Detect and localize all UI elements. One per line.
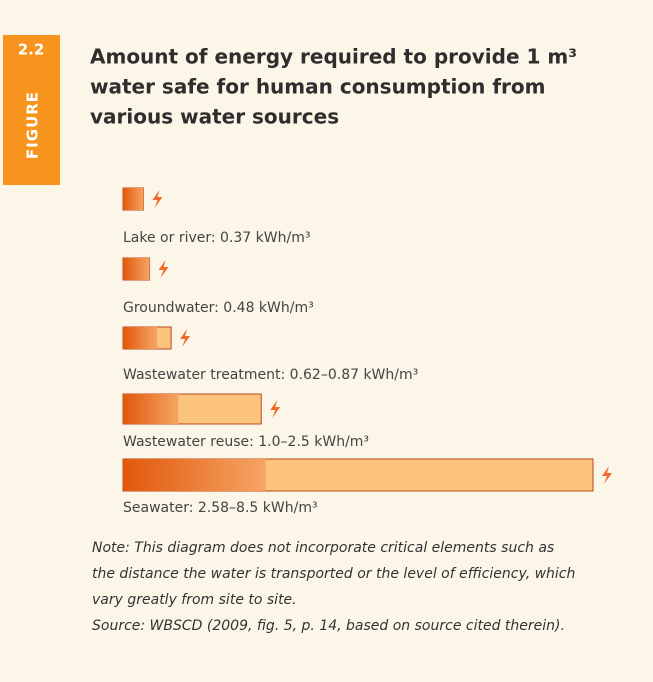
chart-title: Amount of energy required to provide 1 m… bbox=[90, 45, 577, 69]
chart-title: water safe for human consumption from bbox=[90, 75, 545, 99]
low-bar bbox=[123, 188, 144, 210]
item-label: Groundwater: 0.48 kWh/m³ bbox=[123, 300, 314, 316]
item-label: Seawater: 2.58–8.5 kWh/m³ bbox=[123, 500, 318, 516]
figure-label: FIGURE bbox=[24, 91, 42, 159]
item-label: Lake or river: 0.37 kWh/m³ bbox=[123, 230, 310, 246]
low-bar bbox=[123, 258, 150, 280]
source: Source: WBSCD (2009, fig. 5, p. 14, base… bbox=[92, 618, 565, 634]
figure-number: 2.2 bbox=[18, 41, 45, 59]
lightning-icon bbox=[270, 400, 281, 418]
lightning-icon bbox=[158, 260, 169, 278]
low-bar bbox=[123, 459, 266, 491]
low-bar bbox=[123, 327, 158, 349]
chart-title: various water sources bbox=[90, 105, 339, 129]
item-label: Wastewater treatment: 0.62–0.87 kWh/m³ bbox=[123, 367, 418, 383]
note: the distance the water is transported or… bbox=[92, 566, 575, 582]
lightning-icon bbox=[602, 466, 612, 484]
figure-tab bbox=[3, 35, 60, 185]
low-bar bbox=[123, 394, 179, 424]
note: Note: This diagram does not incorporate … bbox=[92, 540, 554, 556]
lightning-icon bbox=[152, 190, 163, 208]
note: vary greatly from site to site. bbox=[92, 592, 297, 608]
item-label: Wastewater reuse: 1.0–2.5 kWh/m³ bbox=[123, 434, 369, 450]
lightning-icon bbox=[180, 329, 191, 347]
